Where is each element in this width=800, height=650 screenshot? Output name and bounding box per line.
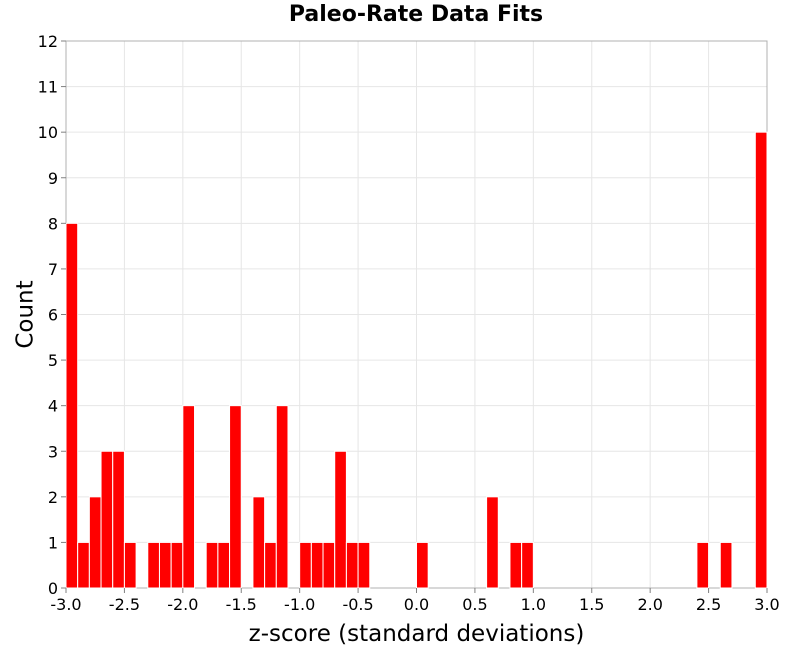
x-tick-label: -1.0 bbox=[284, 595, 315, 614]
y-tick-label: 6 bbox=[48, 306, 58, 325]
x-tick-label: 3.0 bbox=[754, 595, 779, 614]
histogram-bar bbox=[205, 541, 219, 589]
x-tick-label: -3.0 bbox=[50, 595, 81, 614]
y-tick-label: 1 bbox=[48, 533, 58, 552]
histogram-bar bbox=[719, 541, 733, 589]
histogram-bar bbox=[299, 541, 312, 589]
histogram-bar bbox=[123, 541, 137, 589]
histogram-bar bbox=[252, 496, 266, 589]
bars bbox=[65, 131, 768, 589]
histogram-bar bbox=[77, 541, 90, 589]
x-tick-label: -2.0 bbox=[167, 595, 198, 614]
histogram-bar bbox=[65, 222, 79, 589]
y-tick-label: 5 bbox=[48, 351, 58, 370]
histogram-bar bbox=[696, 541, 710, 589]
x-tick-label: 1.0 bbox=[521, 595, 546, 614]
y-tick-label: 11 bbox=[38, 78, 58, 97]
y-tick-label: 10 bbox=[38, 123, 58, 142]
y-tick-label: 8 bbox=[48, 214, 58, 233]
y-tick-label: 3 bbox=[48, 442, 58, 461]
histogram-bar bbox=[334, 450, 347, 589]
x-tick-label: -0.5 bbox=[342, 595, 373, 614]
x-axis-ticks: -3.0 -2.5 -2.0 -1.5 -1.0 -0.5 0.0 0.5 1.0 1.5 2.0 2… bbox=[50, 588, 780, 614]
histogram-bar bbox=[229, 405, 242, 589]
histogram-bar bbox=[158, 541, 172, 589]
x-tick-label: -2.5 bbox=[109, 595, 140, 614]
y-tick-label: 12 bbox=[38, 32, 58, 51]
y-tick-label: 9 bbox=[48, 169, 58, 188]
histogram-bar bbox=[170, 541, 184, 589]
histogram-bar bbox=[217, 541, 231, 589]
histogram-bar bbox=[322, 541, 336, 589]
y-axis-title: Count bbox=[13, 280, 39, 348]
x-tick-label: 2.0 bbox=[637, 595, 662, 614]
x-tick-label: -1.5 bbox=[226, 595, 257, 614]
histogram-bar bbox=[182, 405, 196, 589]
histogram-bar bbox=[754, 131, 768, 589]
histogram-bar bbox=[275, 405, 289, 589]
histogram-bar bbox=[345, 541, 359, 589]
x-tick-label: 0.0 bbox=[404, 595, 429, 614]
histogram-bar bbox=[521, 541, 534, 589]
grid-lines bbox=[65, 40, 768, 589]
x-tick-label: 1.5 bbox=[579, 595, 604, 614]
y-tick-label: 2 bbox=[48, 488, 58, 507]
y-tick-label: 7 bbox=[48, 260, 58, 279]
x-tick-label: 2.5 bbox=[696, 595, 721, 614]
chart-title: Paleo-Rate Data Fits bbox=[288, 2, 544, 27]
histogram-bar bbox=[416, 541, 429, 589]
histogram-bar bbox=[509, 541, 523, 589]
histogram-bar bbox=[147, 541, 160, 589]
histogram-bar bbox=[100, 450, 114, 589]
histogram-bar bbox=[486, 496, 499, 589]
y-tick-label: 0 bbox=[48, 579, 58, 598]
histogram-bar bbox=[88, 496, 102, 589]
histogram-bar bbox=[112, 450, 125, 589]
histogram-bar bbox=[357, 541, 371, 589]
y-tick-label: 4 bbox=[48, 397, 58, 416]
histogram-bar bbox=[264, 541, 277, 589]
x-tick-label: 0.5 bbox=[462, 595, 487, 614]
histogram-bar bbox=[310, 541, 324, 589]
x-axis-title: z-score (standard deviations) bbox=[249, 621, 585, 647]
